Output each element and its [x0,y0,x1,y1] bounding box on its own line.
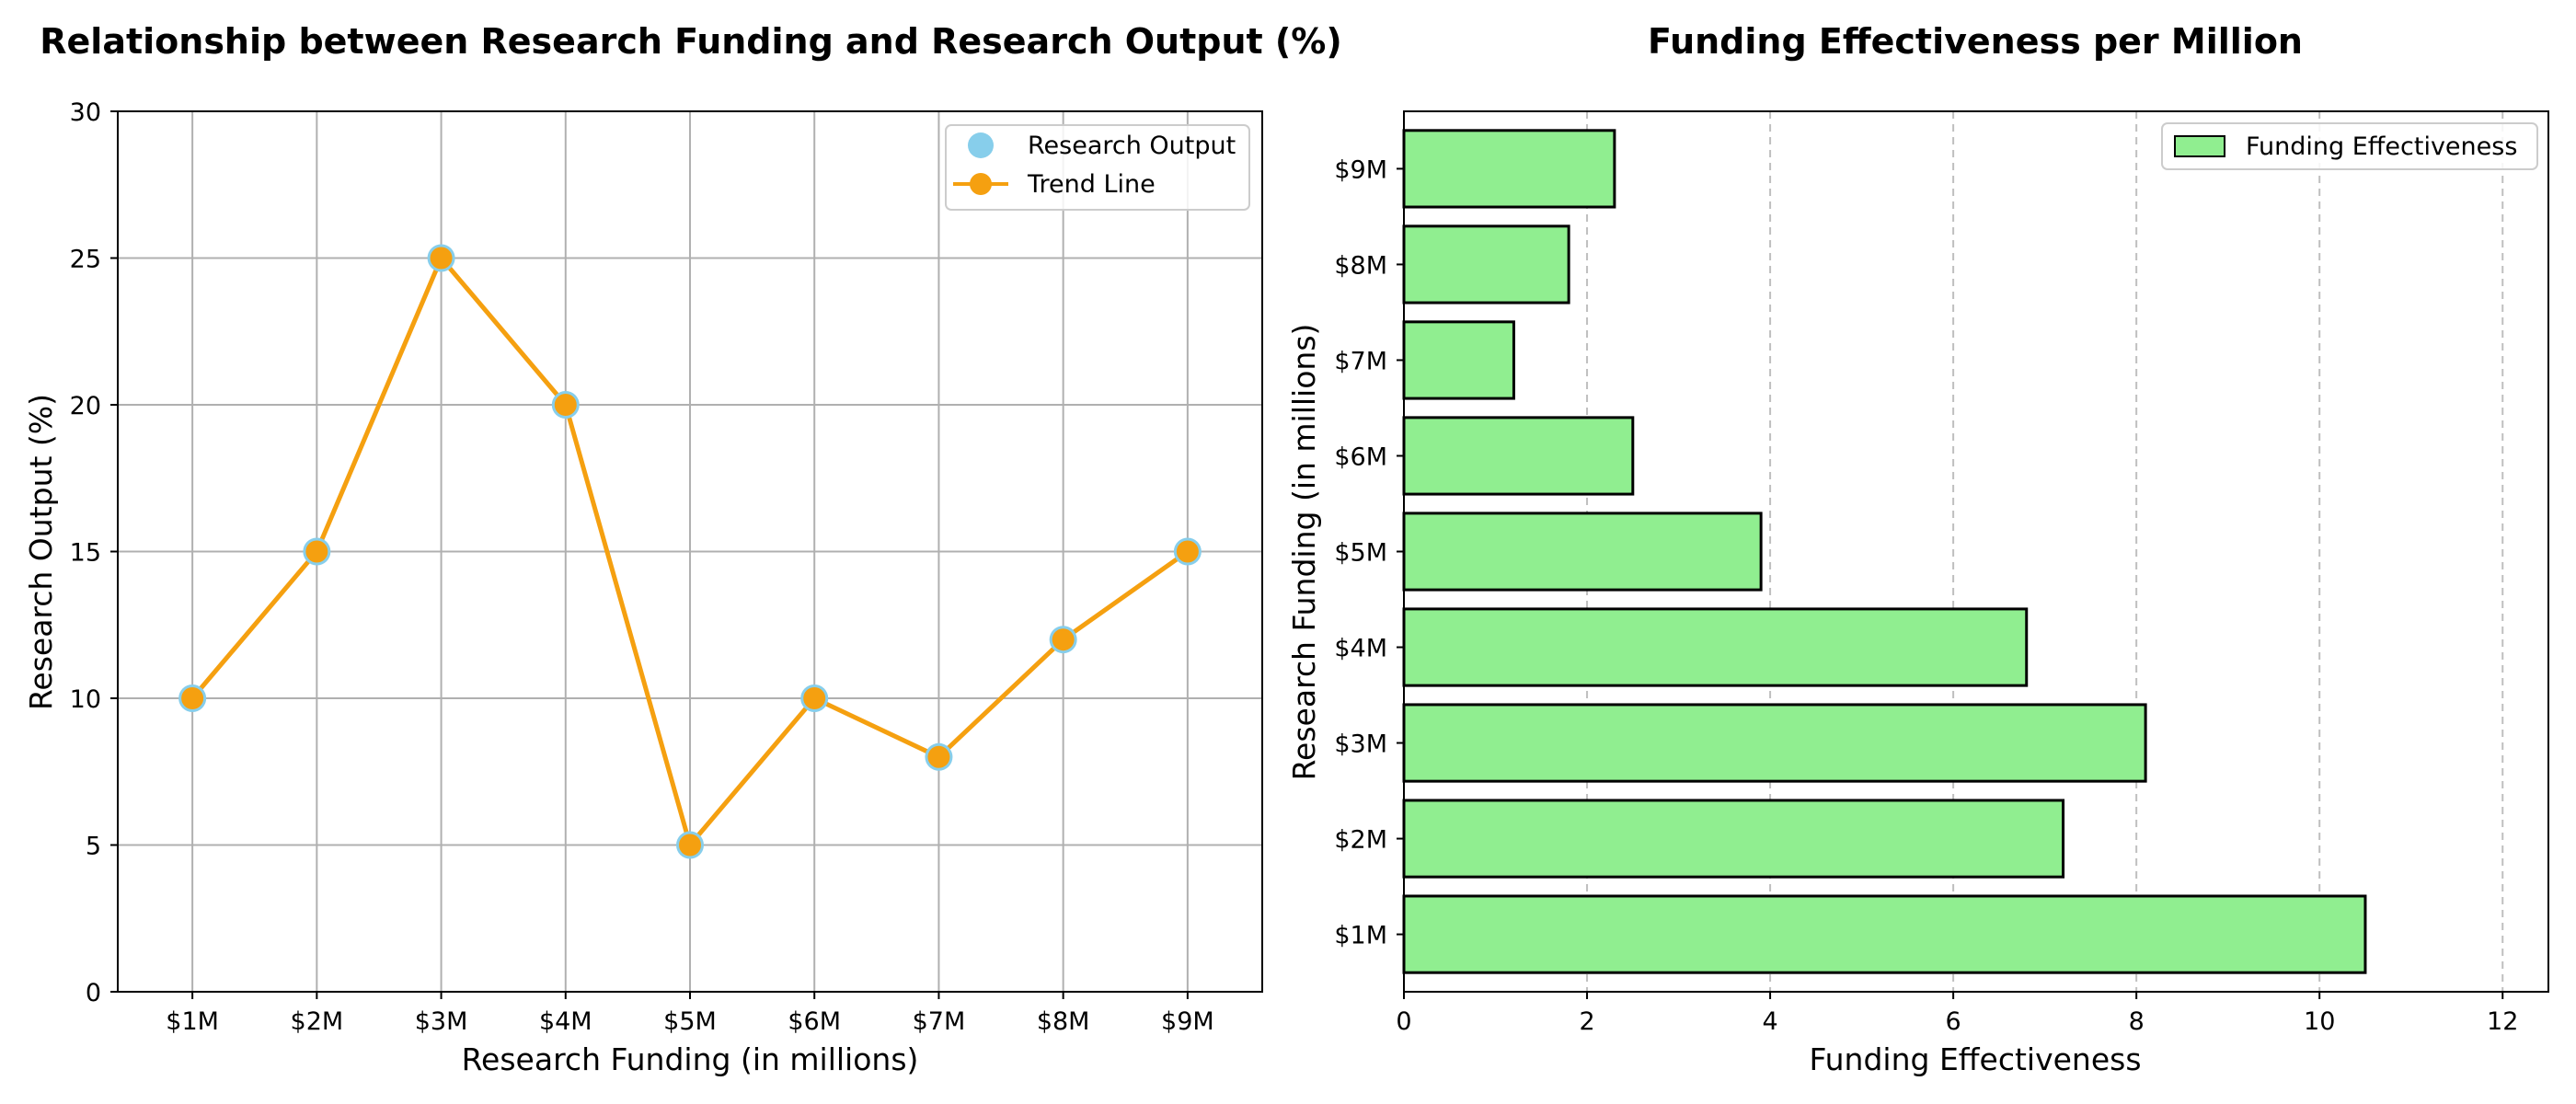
bar-6m [1402,416,1635,496]
y-tick-label: $3M [1334,730,1387,759]
x-tick-label: $9M [1161,1007,1214,1036]
y-tick-label: 30 [70,98,101,127]
x-tick-label: 12 [2487,1007,2518,1036]
legend-label-research-output: Research Output [1028,132,1236,160]
x-tick-label: $2M [291,1007,344,1036]
x-tick-label: 10 [2304,1007,2335,1036]
bars-layer [1402,129,2367,974]
bar-1m [1402,894,2367,974]
y-axis-ticks: 0 5 10 15 20 25 30 [70,98,118,1007]
legend-box [2161,122,2538,170]
y-axis-label: Research Funding (in millions) [1286,324,1322,781]
trend-marker-3m [430,247,453,270]
bar-4m [1402,607,2029,687]
bar-5m [1402,512,1763,592]
x-tick-label: $8M [1037,1007,1090,1036]
y-tick-label: 10 [70,685,101,714]
x-tick-label: $4M [539,1007,592,1036]
y-axis-label: Research Output (%) [23,394,59,710]
data-points-layer [178,244,1202,859]
legend-label-trend: Trend Line [1027,170,1156,199]
y-tick-label: $5M [1334,539,1387,568]
y-tick-label: 20 [70,392,101,420]
legend-swatch [2174,135,2225,157]
bar-7m [1402,320,1515,400]
legend-box [945,124,1250,211]
x-tick-label: $1M [166,1007,219,1036]
x-axis-ticks: $1M $2M $3M $4M $5M $6M $7M $8M $9M [166,992,1214,1036]
trend-marker-6m [803,687,826,709]
y-tick-label: $1M [1334,922,1387,950]
x-tick-label: 2 [1579,1007,1594,1036]
x-tick-label: $7M [913,1007,966,1036]
y-tick-label: $8M [1334,251,1387,280]
trend-marker-8m [1052,628,1075,651]
y-tick-label: 5 [86,833,101,861]
chart-title: Funding Effectiveness per Million [1648,21,2303,62]
x-axis-label: Research Funding (in millions) [462,1041,919,1077]
y-tick-label: $6M [1334,443,1387,471]
effectiveness-chart: Funding Effectiveness per Million 0 2 4 6 8 1… [1286,21,2549,1077]
y-tick-label: $4M [1334,635,1387,663]
bar-8m [1402,224,1570,305]
x-tick-label: 8 [2129,1007,2145,1036]
trend-marker-7m [927,745,950,768]
bar-3m [1402,703,2147,783]
trend-marker-1m [181,687,204,709]
trend-marker-5m [679,834,701,857]
y-tick-label: $7M [1334,347,1387,375]
x-tick-label: $3M [415,1007,468,1036]
x-tick-label: $6M [788,1007,841,1036]
output-chart: Relationship between Research Funding an… [23,21,1342,1077]
x-tick-label: 4 [1762,1007,1777,1036]
x-axis-label: Funding Effectiveness [1809,1041,2141,1077]
y-tick-label: $2M [1334,826,1387,855]
y-tick-label: 0 [86,979,101,1007]
y-tick-label: 15 [70,539,101,568]
legend: Research Output Trend Line [945,124,1250,211]
x-tick-label: 0 [1396,1007,1411,1036]
y-tick-label: 25 [70,246,101,274]
legend-label-funding-effectiveness: Funding Effectiveness [2246,132,2517,161]
bar-9m [1402,129,1616,209]
chart-title: Relationship between Research Funding an… [40,21,1341,62]
legend-marker-research-output [968,132,994,158]
x-tick-label: 6 [1946,1007,1961,1036]
trend-marker-2m [305,540,328,563]
x-tick-label: $5M [663,1007,717,1036]
trend-marker-4m [554,394,577,416]
x-axis-ticks: 0 2 4 6 8 10 12 [1396,992,2518,1036]
trend-marker-9m [1176,540,1199,563]
legend: Funding Effectiveness [2161,122,2538,170]
legend-marker-trend [970,173,992,195]
y-axis-ticks: $1M $2M $3M $4M $5M $6M $7M $8M $9M [1334,155,1404,950]
y-tick-label: $9M [1334,155,1387,184]
bar-2m [1402,799,2065,879]
